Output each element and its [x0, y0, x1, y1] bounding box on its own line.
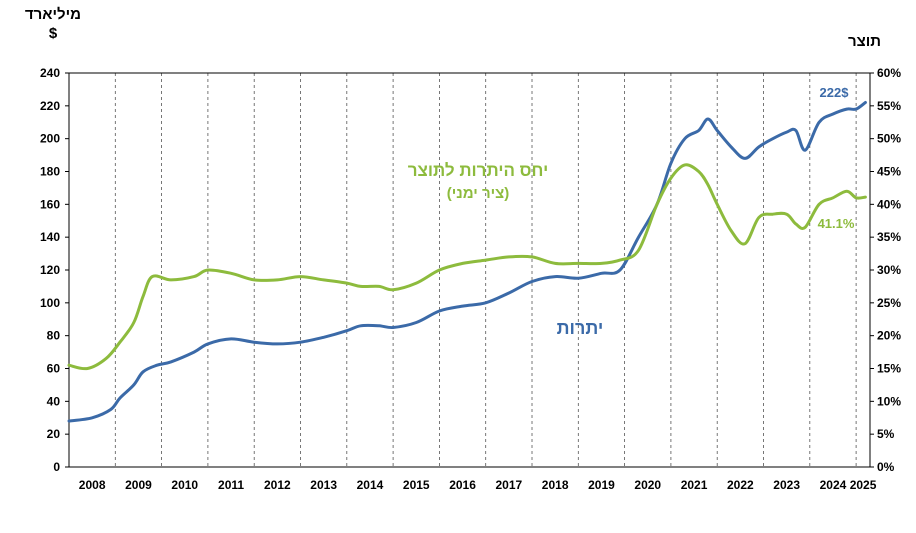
right-tick-label: 0% — [877, 460, 895, 474]
last-reserves-value: 222$ — [820, 85, 850, 100]
left-axis-unit-line1: מיליארד — [24, 6, 82, 23]
right-tick-label: 35% — [877, 230, 901, 244]
x-tick-label: 2014 — [357, 478, 384, 492]
right-tick-label: 45% — [877, 165, 901, 179]
chart-axes — [68, 72, 871, 468]
x-tick-label: 2024 — [820, 478, 847, 492]
left-axis-unit-label: מיליארד $ — [18, 6, 88, 42]
x-tick-label: 2010 — [171, 478, 198, 492]
right-tick-label: 50% — [877, 132, 901, 146]
ratio-series-title: יחס היתרות לתוצר — [408, 161, 548, 180]
left-tick-label: 220 — [40, 99, 60, 113]
left-tick-label: 60 — [47, 362, 61, 376]
right-axis-unit-label: תוצר — [848, 33, 882, 50]
x-tick-label: 2016 — [449, 478, 476, 492]
left-axis-ticks: 0 20 40 60 80 100 120 140 160 180 200 220 240 — [40, 66, 69, 474]
x-tick-label: 2012 — [264, 478, 291, 492]
x-tick-label: 2017 — [496, 478, 523, 492]
left-tick-label: 0 — [53, 460, 60, 474]
x-tick-label: 2008 — [79, 478, 106, 492]
left-tick-label: 180 — [40, 165, 60, 179]
x-tick-label: 2009 — [125, 478, 152, 492]
x-tick-label: 2022 — [727, 478, 754, 492]
chart-grid — [114, 73, 857, 467]
x-axis-ticks: 2008 2009 2010 2011 2012 2013 2014 2015 2016 2017… — [79, 478, 877, 492]
right-tick-label: 5% — [877, 427, 895, 441]
left-axis-unit-line2: $ — [48, 25, 58, 42]
x-tick-label: 2019 — [588, 478, 615, 492]
right-tick-label: 60% — [877, 66, 901, 80]
right-tick-label: 30% — [877, 263, 901, 277]
x-tick-label: 2018 — [542, 478, 569, 492]
x-tick-label: 2025 — [850, 478, 877, 492]
x-tick-label: 2023 — [773, 478, 800, 492]
left-tick-label: 20 — [47, 427, 61, 441]
ratio-series-line — [67, 163, 867, 371]
right-tick-label: 15% — [877, 362, 901, 376]
left-tick-label: 80 — [47, 329, 61, 343]
left-tick-label: 100 — [40, 296, 60, 310]
chart-series — [67, 101, 867, 423]
left-tick-label: 240 — [40, 66, 60, 80]
x-tick-label: 2021 — [681, 478, 708, 492]
right-tick-label: 20% — [877, 329, 901, 343]
x-tick-label: 2020 — [634, 478, 661, 492]
reserves-series-label: יתרות — [557, 318, 604, 338]
reserves-series-line — [67, 101, 867, 423]
right-tick-label: 10% — [877, 394, 901, 408]
x-tick-label: 2011 — [218, 478, 244, 492]
right-tick-label: 55% — [877, 99, 901, 113]
left-tick-label: 120 — [40, 263, 60, 277]
left-tick-label: 160 — [40, 197, 60, 211]
right-tick-label: 40% — [877, 197, 901, 211]
right-axis-ticks: 0% 5% 10% 15% 20% 25% 30% 35% 40% 45% 50% 55% 60% — [870, 66, 901, 474]
x-tick-label: 2015 — [403, 478, 430, 492]
last-ratio-value: 41.1% — [818, 216, 855, 231]
x-tick-label: 2013 — [310, 478, 337, 492]
left-tick-label: 40 — [47, 394, 61, 408]
left-tick-label: 140 — [40, 230, 60, 244]
left-tick-label: 200 — [40, 132, 60, 146]
ratio-series-subtitle: (ציר ימני) — [447, 185, 510, 202]
right-tick-label: 25% — [877, 296, 901, 310]
